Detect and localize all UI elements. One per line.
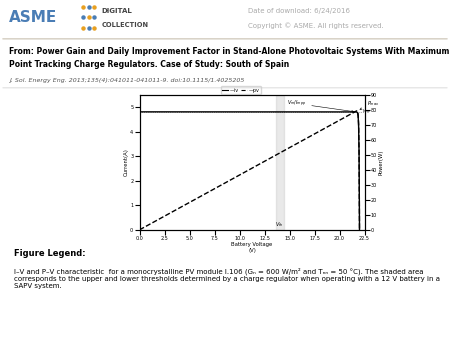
Text: I–V and P–V characteristic  for a monocrystalline PV module I.106 (Gₙ = 600 W/m²: I–V and P–V characteristic for a monocry…: [14, 267, 440, 289]
Text: ASME: ASME: [9, 10, 57, 25]
Text: COLLECTION: COLLECTION: [101, 22, 148, 28]
Text: $V_m/I_{mpp}$: $V_m/I_{mpp}$: [287, 98, 354, 112]
Text: Date of download: 6/24/2016: Date of download: 6/24/2016: [248, 8, 350, 14]
Text: From: Power Gain and Daily Improvement Factor in Stand-Alone Photovoltaic System: From: Power Gain and Daily Improvement F…: [9, 47, 450, 56]
Text: $I_{mpp}$: $I_{mpp}$: [363, 107, 372, 116]
Text: Point Tracking Charge Regulators. Case of Study: South of Spain: Point Tracking Charge Regulators. Case o…: [9, 60, 289, 69]
Legend: —iv, —pv: —iv, —pv: [221, 86, 261, 94]
Y-axis label: Power(W): Power(W): [378, 149, 383, 175]
Text: DIGITAL: DIGITAL: [101, 8, 132, 14]
Text: $P_{max}$: $P_{max}$: [360, 99, 379, 110]
Bar: [275, 95, 284, 230]
Text: Copyright © ASME. All rights reserved.: Copyright © ASME. All rights reserved.: [248, 23, 383, 29]
Text: J. Sol. Energy Eng. 2013;135(4):041011-041011-9. doi:10.1115/1.4025205: J. Sol. Energy Eng. 2013;135(4):041011-0…: [9, 78, 244, 83]
Text: $V_{th}$: $V_{th}$: [275, 220, 284, 228]
Y-axis label: Current(A): Current(A): [124, 148, 129, 176]
Text: Figure Legend:: Figure Legend:: [14, 249, 85, 258]
X-axis label: Battery Voltage
(V): Battery Voltage (V): [231, 242, 273, 253]
